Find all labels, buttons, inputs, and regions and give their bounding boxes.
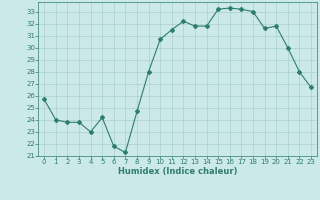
X-axis label: Humidex (Indice chaleur): Humidex (Indice chaleur) — [118, 167, 237, 176]
